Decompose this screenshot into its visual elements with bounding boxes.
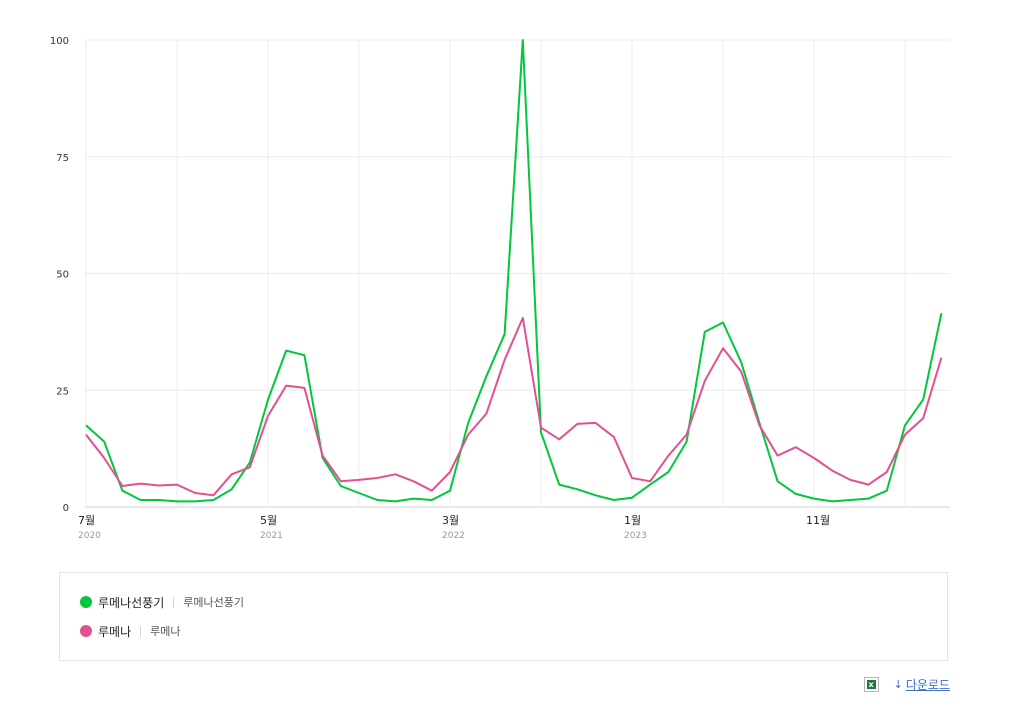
download-arrow-icon[interactable]: ↓ [893,678,903,691]
y-tick-label: 75 [56,153,69,164]
legend-divider [173,596,175,608]
x-tick-year-label: 2023 [624,531,647,541]
excel-icon[interactable]: x [863,677,879,692]
legend: 루메나선풍기 루메나선풍기 루메나 루메나 [59,572,948,661]
legend-series-keywords: 루메나선풍기 [183,596,244,609]
x-tick-year-label: 2020 [78,531,101,541]
series-line [85,39,943,503]
x-tick-year-label: 2022 [442,531,465,541]
y-tick-label: 100 [50,36,69,47]
legend-divider [140,625,142,637]
download-link[interactable]: 다운로드 [905,678,950,692]
x-tick-year-label: 2021 [260,531,283,541]
y-tick-label: 50 [56,270,69,281]
legend-series-name: 루메나 [98,624,132,639]
download-bar: x ↓ 다운로드 [863,676,950,693]
x-tick-label: 7월 [78,514,95,527]
legend-series-keywords: 루메나 [150,625,181,638]
series-line [85,316,943,497]
series-color-dot [80,625,92,637]
legend-item[interactable]: 루메나선풍기 루메나선풍기 [80,593,244,611]
y-tick-label: 25 [56,386,69,397]
legend-series-name: 루메나선풍기 [98,595,165,610]
x-tick-label: 1월 [624,514,641,527]
y-tick-label: 0 [63,503,69,514]
x-tick-label: 5월 [260,514,277,527]
series-color-dot [80,596,92,608]
legend-item[interactable]: 루메나 루메나 [80,622,181,640]
x-tick-label: 11월 [806,514,830,527]
line-chart: 0 25 50 75 100 7월 2020 5월 2021 3월 2022 1월 2023 11월 [50,36,950,541]
x-tick-label: 3월 [442,514,459,527]
